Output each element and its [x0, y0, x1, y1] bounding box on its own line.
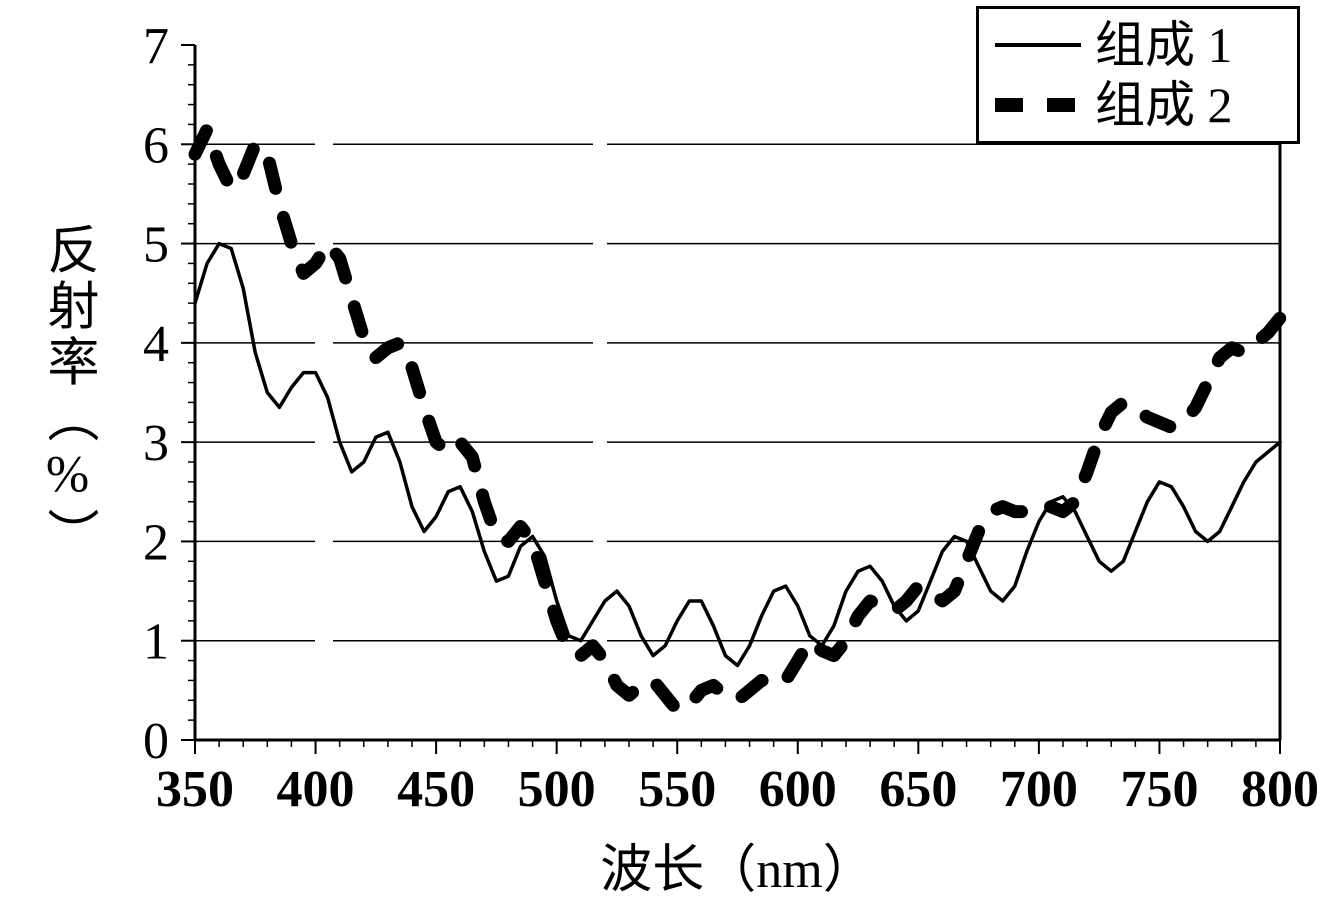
x-tick-label: 350: [156, 761, 234, 818]
legend-box: 组成 1组成 2: [976, 6, 1300, 144]
series-composition-2: [195, 129, 1280, 710]
legend-label: 组成 2: [1095, 75, 1233, 135]
x-tick-label: 700: [1000, 761, 1078, 818]
y-axis-title: 反射率（%）: [30, 222, 105, 563]
x-tick-label: 500: [518, 761, 596, 818]
x-tick-label: 750: [1120, 761, 1198, 818]
x-tick-label: 800: [1241, 761, 1319, 818]
y-tick-label: 6: [143, 117, 169, 174]
y-tick-label: 1: [143, 614, 169, 671]
x-tick-label: 650: [879, 761, 957, 818]
x-tick-label: 450: [397, 761, 475, 818]
y-tick-label: 2: [143, 514, 169, 571]
y-tick-label: 4: [143, 316, 169, 373]
y-tick-label: 7: [143, 18, 169, 75]
chart-container: 01234567350400450500550600650700750800 反…: [0, 0, 1322, 910]
legend-label: 组成 1: [1095, 15, 1233, 75]
legend-item: 组成 1: [993, 15, 1283, 75]
y-tick-label: 5: [143, 217, 169, 274]
x-tick-label: 550: [638, 761, 716, 818]
legend-swatch: [993, 31, 1083, 59]
legend-item: 组成 2: [993, 75, 1283, 135]
y-tick-label: 3: [143, 415, 169, 472]
legend-swatch: [993, 91, 1083, 119]
x-tick-label: 400: [277, 761, 355, 818]
x-tick-label: 600: [759, 761, 837, 818]
x-axis-title: 波长（nm）: [600, 827, 874, 902]
